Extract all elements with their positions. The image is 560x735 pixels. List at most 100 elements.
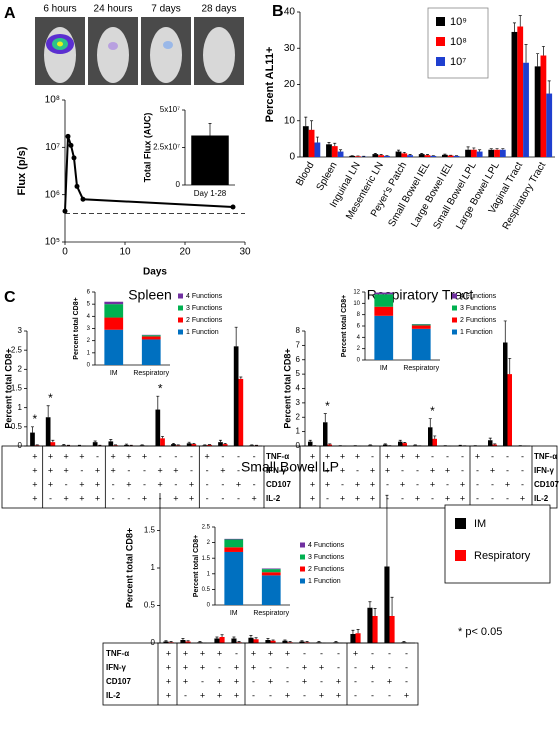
bar xyxy=(171,444,176,446)
x-tick-label: 0 xyxy=(62,247,68,258)
sign: - xyxy=(320,676,323,686)
sign: + xyxy=(95,465,100,475)
y-axis-label: Flux (p/s) xyxy=(16,146,28,195)
sign: - xyxy=(206,493,209,503)
legend-swatch xyxy=(455,518,466,529)
sign: + xyxy=(505,479,510,489)
error-bar xyxy=(93,440,97,443)
bar xyxy=(207,444,212,446)
bar xyxy=(432,438,437,446)
sign: + xyxy=(217,676,222,686)
sign: + xyxy=(387,676,392,686)
sign: - xyxy=(401,465,404,475)
y-tick-label: 3 xyxy=(296,398,301,407)
x-tick-label: 20 xyxy=(179,247,191,258)
sign: + xyxy=(32,493,37,503)
sign: - xyxy=(127,465,130,475)
sign: - xyxy=(371,676,374,686)
bar xyxy=(367,607,373,643)
sign: - xyxy=(491,479,494,489)
sign: + xyxy=(126,451,131,461)
chart-title: Small Bowel LP xyxy=(241,459,339,475)
sign: + xyxy=(430,479,435,489)
bar xyxy=(323,422,328,446)
row-label: CD107 xyxy=(266,480,291,489)
legend-label: 1 Function xyxy=(460,329,493,336)
sign: + xyxy=(32,465,37,475)
bar xyxy=(314,142,321,157)
sign: + xyxy=(340,451,345,461)
sign: + xyxy=(325,451,330,461)
error-bar xyxy=(186,640,190,642)
sign: + xyxy=(319,690,324,700)
sign: - xyxy=(206,465,209,475)
legend-label: 2 Functions xyxy=(460,317,497,324)
row-label: TNF-α xyxy=(534,452,557,461)
error-bar xyxy=(398,439,402,442)
bar xyxy=(30,432,35,446)
error-bar xyxy=(218,439,222,443)
error-bar xyxy=(310,120,314,130)
sign: - xyxy=(286,662,289,672)
sign: + xyxy=(251,648,256,658)
sign: - xyxy=(491,451,494,461)
bar xyxy=(534,66,541,157)
row-label: TNF-α xyxy=(266,452,289,461)
y-tick-label: 1 xyxy=(18,403,23,412)
legend-label: 1 Function xyxy=(186,329,219,336)
bar xyxy=(488,149,495,157)
mouse-body xyxy=(203,27,235,83)
sign: + xyxy=(415,493,420,503)
bar xyxy=(355,633,361,643)
bar xyxy=(430,155,437,157)
sign: - xyxy=(253,479,256,489)
legend-swatch xyxy=(300,578,305,584)
sign: + xyxy=(310,493,315,503)
sign: - xyxy=(65,479,68,489)
bar xyxy=(523,62,529,157)
sign: - xyxy=(371,451,374,461)
bar xyxy=(308,441,313,446)
sign: - xyxy=(253,465,256,475)
error-bar xyxy=(518,15,522,27)
error-bar xyxy=(466,146,470,150)
error-bar xyxy=(62,444,66,446)
bar xyxy=(265,640,271,643)
sign: + xyxy=(460,493,465,503)
bar xyxy=(511,31,518,157)
sign: + xyxy=(183,676,188,686)
x-tick-label: Respiratory Tract xyxy=(501,160,549,232)
bar xyxy=(402,443,407,446)
error-bar xyxy=(315,136,319,143)
error-bar xyxy=(215,636,219,639)
y-tick-label: 3 xyxy=(18,326,23,335)
error-bar xyxy=(164,640,168,642)
y-tick-label: 3 xyxy=(87,326,91,332)
legend-label: 4 Functions xyxy=(308,542,345,549)
y-tick-label: 4 xyxy=(357,335,361,341)
sign: + xyxy=(236,479,241,489)
row-label: TNF-α xyxy=(106,649,129,658)
bar-segment xyxy=(141,339,161,365)
error-bar xyxy=(254,637,258,640)
bar-segment xyxy=(104,301,124,305)
error-bar xyxy=(51,439,55,443)
error-bar xyxy=(536,53,540,67)
sign: - xyxy=(269,662,272,672)
legend-label: 4 Functions xyxy=(186,293,223,300)
sign: + xyxy=(251,662,256,672)
panel-label: A xyxy=(4,5,16,22)
sign: + xyxy=(189,479,194,489)
sign: + xyxy=(385,451,390,461)
bar xyxy=(124,444,129,446)
sign: - xyxy=(49,493,52,503)
table-box xyxy=(102,642,419,706)
bar xyxy=(191,444,197,446)
legend-swatch xyxy=(300,554,305,560)
bar xyxy=(155,409,161,446)
error-bar xyxy=(379,154,383,156)
image-caption: 24 hours xyxy=(94,4,133,15)
error-bar xyxy=(373,608,377,616)
sign: - xyxy=(337,662,340,672)
legend-label: 3 Functions xyxy=(460,305,497,312)
